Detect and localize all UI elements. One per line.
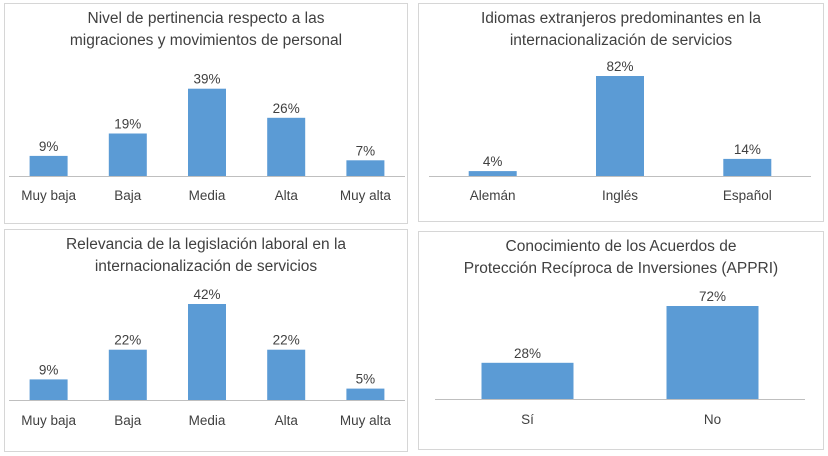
data-label-muy-alta: 5% [356,372,376,387]
chart-title-line-1: Nivel de pertinencia respecto a las [87,10,325,27]
chart-plot-migraciones: 9% Muy baja 19% Baja 39% Media 26% Alta 7% Muy al… [9,72,405,203]
bar-alta [267,117,306,176]
chart-title-legislacion: Relevancia de la legislación laboral en … [5,234,407,278]
bar-ingles [596,76,644,176]
bar-aleman [468,171,517,176]
bar-baja [108,133,147,176]
data-label-muy-alta: 7% [356,143,376,158]
tick-label-espanol: Español [723,188,772,203]
bar-media [188,304,226,400]
chart-panel-appri: Conocimiento de los Acuerdos de Protecci… [418,231,824,450]
tick-label-baja: Baja [114,188,142,203]
chart-plot-idiomas: 4% Alemán 82% Inglés 14% Español [429,59,811,203]
chart-title-line-2: Protección Recíproca de Inversiones (APP… [463,260,779,277]
tick-label-muy-baja: Muy baja [21,188,76,203]
data-label-media: 42% [193,287,220,302]
tick-label-muy-baja: Muy baja [21,413,76,428]
chart-title-line-2: internacionalización de servicios [509,32,733,49]
data-label-alta: 22% [273,333,300,348]
chart-title-line-2: migraciones y movimientos de personal [69,32,343,49]
chart-title-line-1: Conocimiento de los Acuerdos de [505,238,737,255]
data-label-baja: 22% [114,333,141,348]
data-label-muy-baja: 9% [39,139,59,154]
bar-muy-alta [346,388,385,400]
tick-label-baja: Baja [114,413,142,428]
data-label-aleman: 4% [483,154,503,169]
chart-title-line-2: internacionalización de servicios [94,258,318,275]
data-label-no: 72% [699,289,726,304]
chart-title-appri: Conocimiento de los Acuerdos de Protecci… [419,236,823,280]
tick-label-ingles: Inglés [602,188,638,203]
chart-panel-legislacion: Relevancia de la legislación laboral en … [4,229,408,452]
chart-plot-appri: 28% Sí 72% No [435,289,805,427]
data-label-muy-baja: 9% [39,362,59,377]
tick-label-alta: Alta [275,188,299,203]
bar-media [188,88,226,176]
tick-label-media: Media [189,188,226,203]
chart-panel-migraciones: Nivel de pertinencia respecto a las migr… [4,3,408,224]
tick-label-no: No [704,412,721,427]
data-label-ingles: 82% [606,59,633,74]
bar-muy-baja [29,379,68,400]
data-label-baja: 19% [114,117,141,132]
chart-panel-idiomas: Idiomas extranjeros predominantes en la … [418,3,824,222]
tick-label-aleman: Alemán [470,188,516,203]
chart-title-line-1: Idiomas extranjeros predominantes en la [480,10,761,27]
bar-espanol [723,158,772,176]
tick-label-muy-alta: Muy alta [340,413,392,428]
chart-title-idiomas: Idiomas extranjeros predominantes en la … [419,8,823,52]
bar-si [481,362,574,399]
chart-plot-legislacion: 9% Muy baja 22% Baja 42% Media 22% Alta 5% Muy al… [9,287,405,428]
tick-label-muy-alta: Muy alta [340,188,392,203]
data-label-espanol: 14% [734,142,761,157]
bar-muy-baja [29,155,68,176]
data-label-alta: 26% [273,101,300,116]
tick-label-si: Sí [521,412,534,427]
data-label-media: 39% [193,72,220,87]
bar-no [666,306,759,399]
bar-baja [108,349,147,400]
data-label-si: 28% [514,346,541,361]
chart-title-line-1: Relevancia de la legislación laboral en … [65,236,347,253]
chart-title-migraciones: Nivel de pertinencia respecto a las migr… [5,8,407,52]
bar-muy-alta [346,160,385,176]
tick-label-media: Media [189,413,226,428]
tick-label-alta: Alta [275,413,299,428]
bar-alta [267,349,306,400]
